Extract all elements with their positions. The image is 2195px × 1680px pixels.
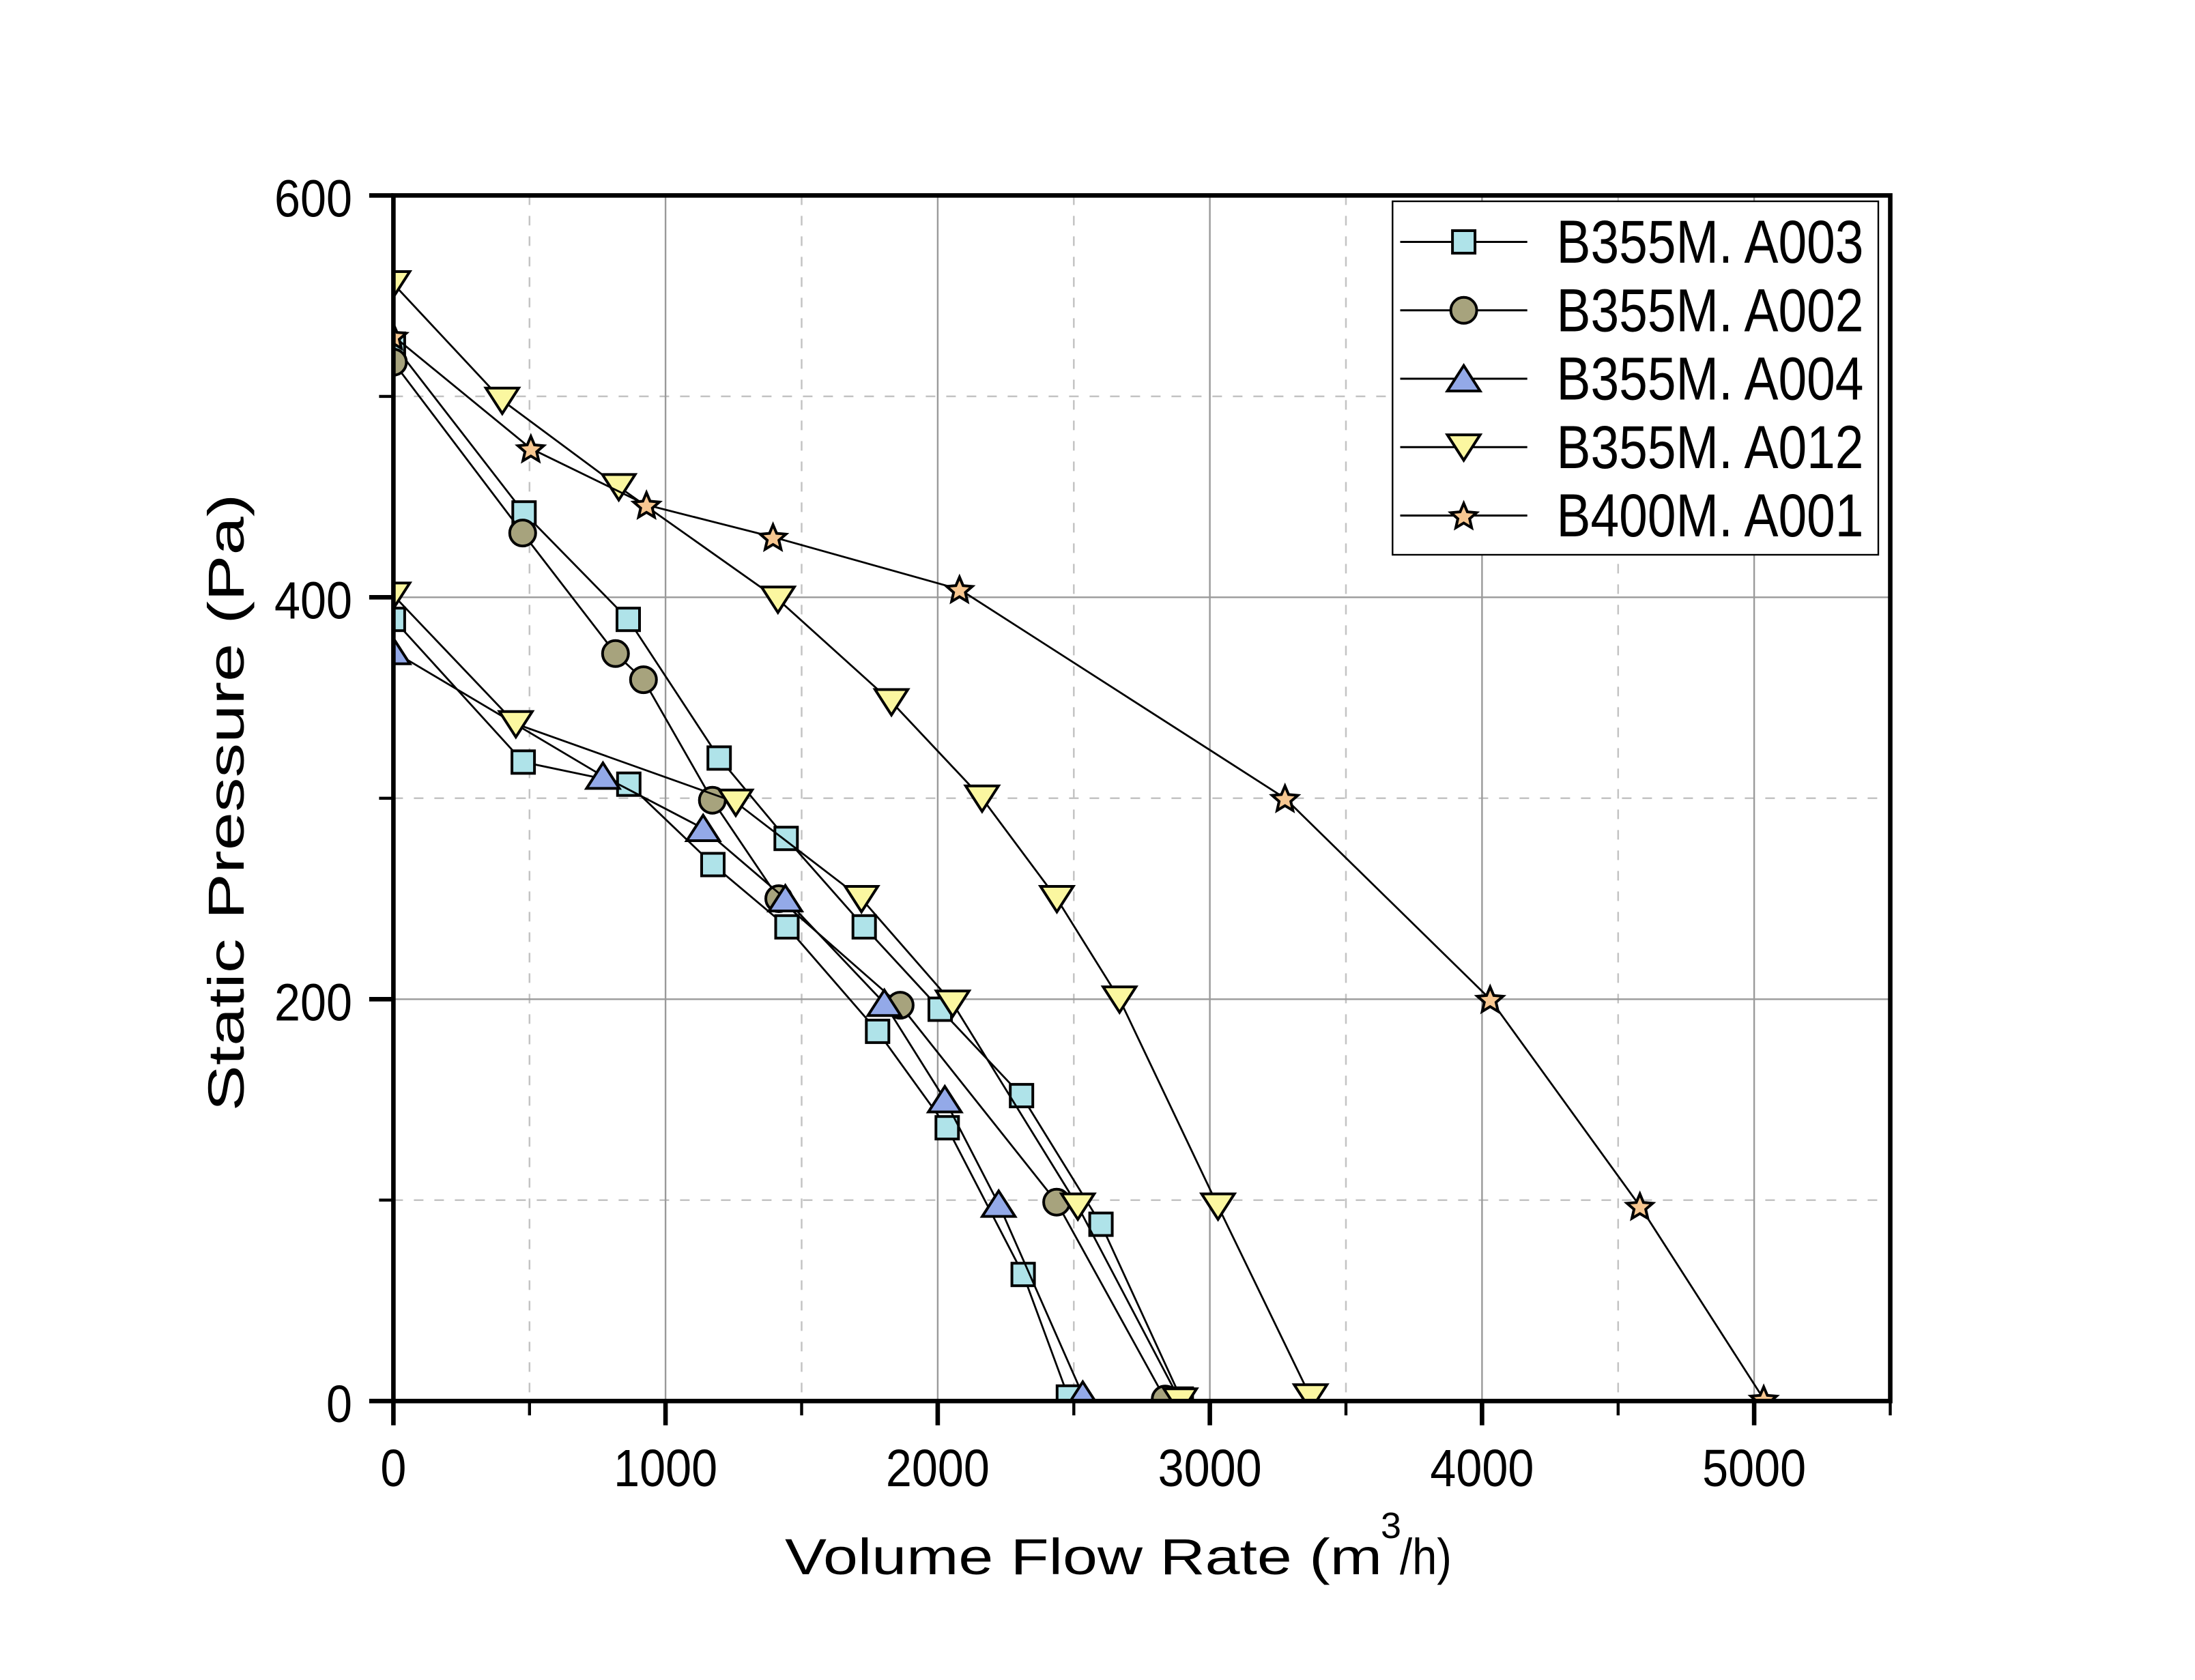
svg-text:3: 3	[1381, 1505, 1401, 1546]
svg-text:B400M. A001: B400M. A001	[1557, 481, 1864, 549]
svg-text:Static Pressure (Pa): Static Pressure (Pa)	[198, 494, 255, 1112]
svg-text:0: 0	[326, 1375, 352, 1434]
svg-text:200: 200	[274, 973, 352, 1032]
svg-text:5000: 5000	[1702, 1439, 1806, 1498]
svg-text:/h): /h)	[1400, 1529, 1452, 1585]
svg-text:1000: 1000	[614, 1439, 717, 1498]
svg-text:Volume Flow Rate (m: Volume Flow Rate (m	[785, 1529, 1382, 1585]
svg-text:B355M. A003: B355M. A003	[1557, 207, 1864, 276]
svg-text:400: 400	[274, 571, 352, 630]
svg-text:B355M. A004: B355M. A004	[1557, 345, 1864, 413]
svg-text:600: 600	[274, 169, 352, 228]
svg-text:3000: 3000	[1158, 1439, 1262, 1498]
svg-text:2000: 2000	[886, 1439, 990, 1498]
svg-text:4000: 4000	[1430, 1439, 1534, 1498]
svg-text:B355M. A012: B355M. A012	[1557, 413, 1864, 481]
svg-text:B355M. A002: B355M. A002	[1557, 276, 1864, 344]
svg-text:0: 0	[380, 1439, 406, 1498]
